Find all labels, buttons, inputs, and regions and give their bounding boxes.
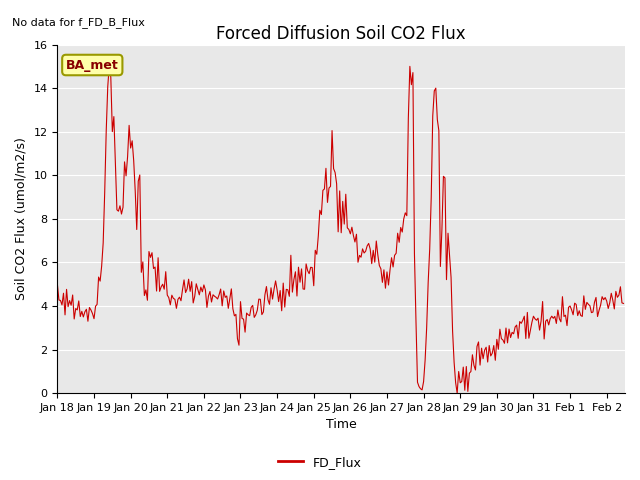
Text: BA_met: BA_met <box>66 59 118 72</box>
Title: Forced Diffusion Soil CO2 Flux: Forced Diffusion Soil CO2 Flux <box>216 25 466 43</box>
Y-axis label: Soil CO2 Flux (umol/m2/s): Soil CO2 Flux (umol/m2/s) <box>15 137 28 300</box>
X-axis label: Time: Time <box>326 419 356 432</box>
Legend: FD_Flux: FD_Flux <box>273 451 367 474</box>
Text: No data for f_FD_B_Flux: No data for f_FD_B_Flux <box>12 17 145 27</box>
